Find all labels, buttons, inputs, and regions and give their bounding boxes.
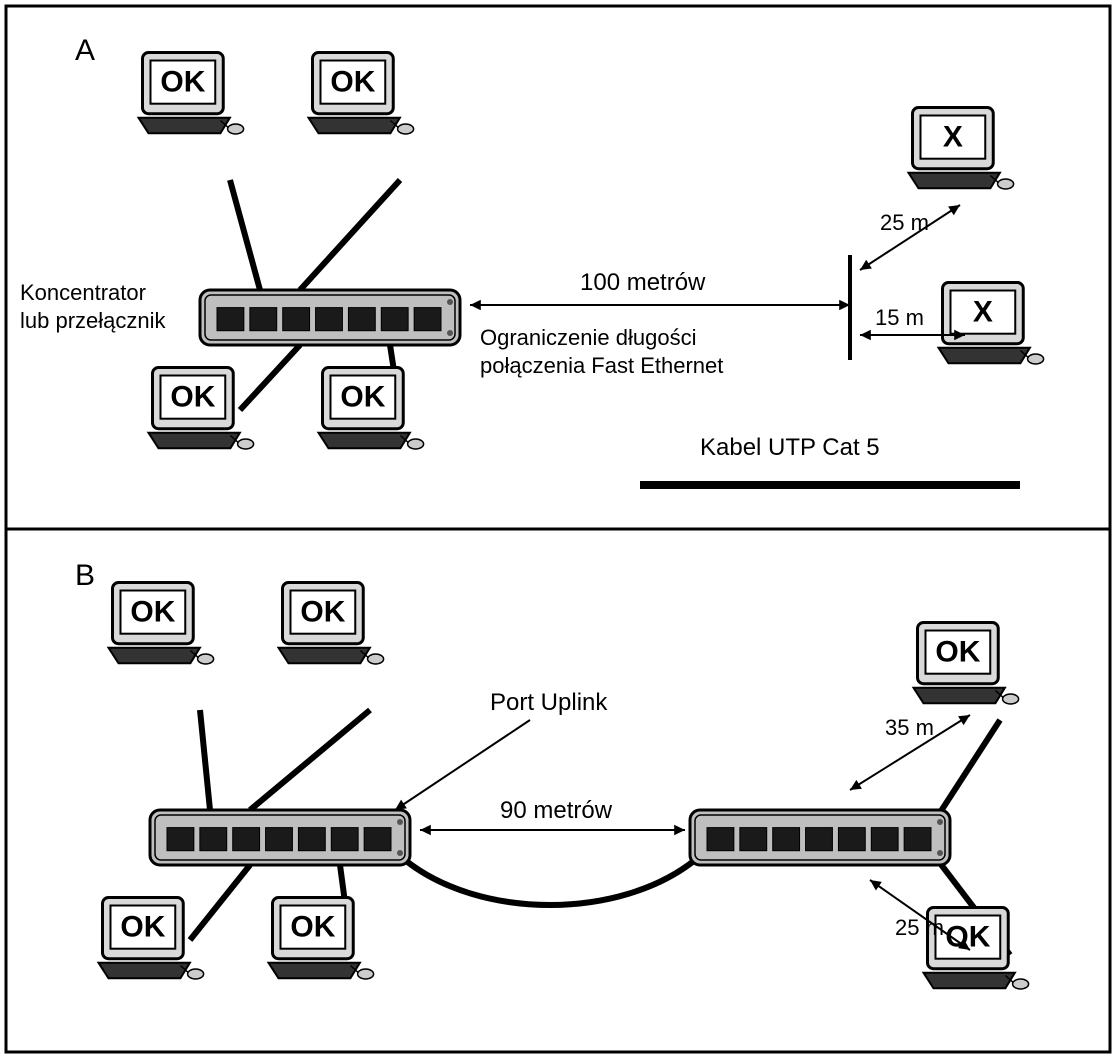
distance-25m-b-label: 25 m (895, 915, 944, 940)
panel-b-label: B (75, 559, 95, 592)
computer-screen-label: OK (330, 66, 375, 99)
computer-screen-label: OK (120, 911, 165, 944)
computer-screen-label: X (943, 121, 963, 154)
uplink-label: Port Uplink (490, 689, 608, 716)
computer-screen-label: OK (935, 636, 980, 669)
computer-screen-label: OK (130, 596, 175, 629)
computer-screen-label: OK (170, 381, 215, 414)
hub-caption-line2: lub przełącznik (20, 308, 167, 333)
computer-screen-label: OK (340, 381, 385, 414)
computer-screen-label: X (973, 296, 993, 329)
distance-100m-label: 100 metrów (580, 269, 706, 296)
distance-25m-a-label: 25 m (880, 210, 929, 235)
hub-b-left (150, 810, 410, 865)
limit-text-line1: Ograniczenie długości (480, 325, 696, 350)
hub-b-right (690, 810, 950, 865)
computer-screen-label: OK (300, 596, 345, 629)
limit-text-line2: połączenia Fast Ethernet (480, 353, 723, 378)
computer-screen-label: OK (290, 911, 335, 944)
distance-35m-label: 35 m (885, 715, 934, 740)
panel-a-label: A (75, 34, 95, 67)
distance-15m-label: 15 m (875, 305, 924, 330)
computer-screen-label: OK (160, 66, 205, 99)
hub-a (200, 290, 460, 345)
hub-caption-line1: Koncentrator (20, 280, 146, 305)
distance-90m-label: 90 metrów (500, 797, 613, 824)
legend-text: Kabel UTP Cat 5 (700, 434, 880, 461)
